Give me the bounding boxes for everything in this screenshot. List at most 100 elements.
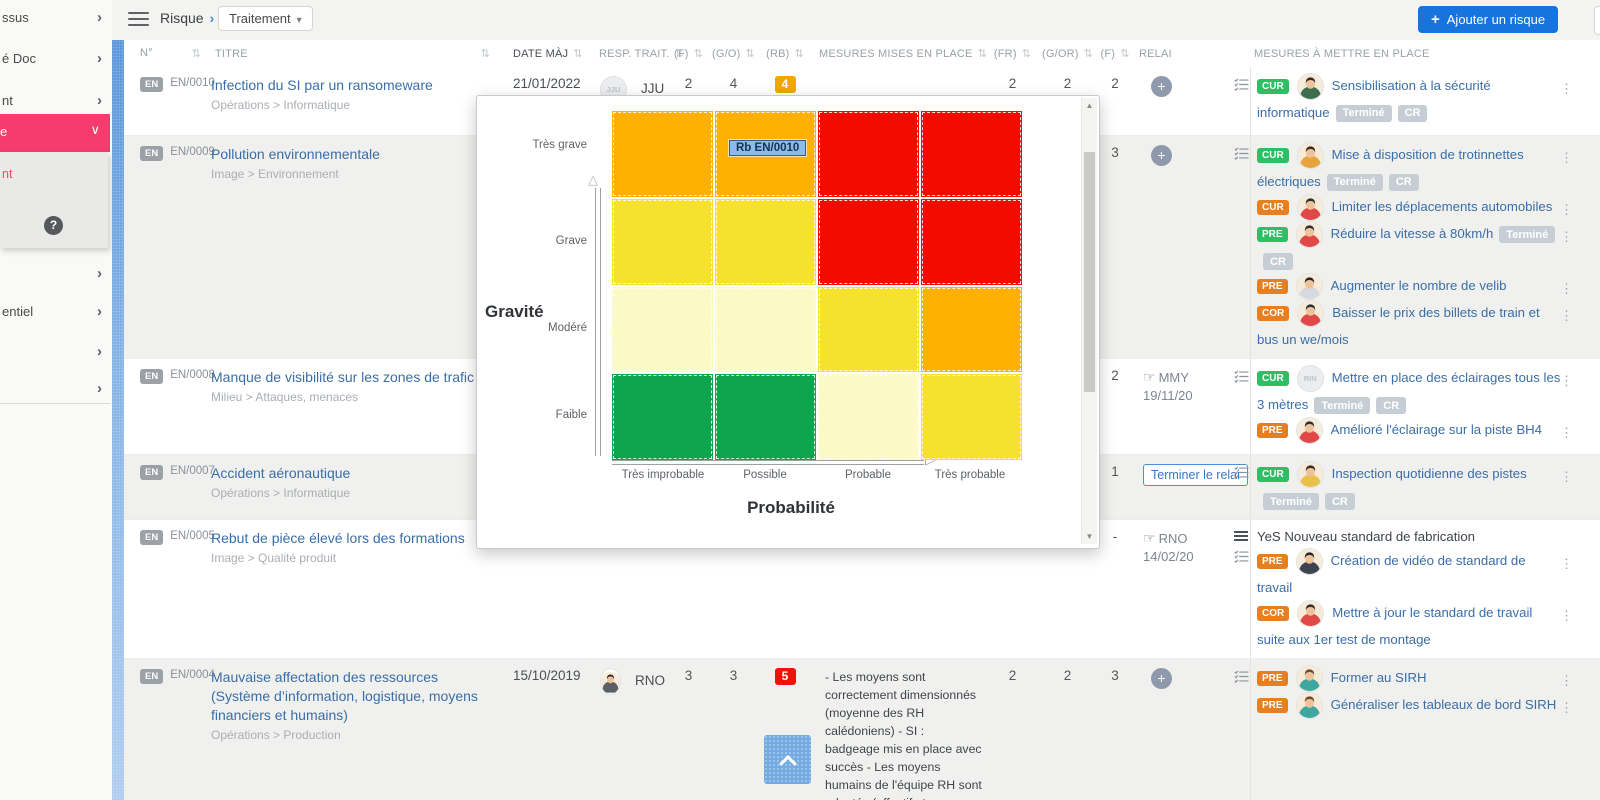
matrix-cell [612,287,713,373]
sidebar-item[interactable]: nt› [0,89,112,113]
sort-icon[interactable]: ⇅ [795,47,804,60]
sidebar-item[interactable]: ssus› [0,6,112,30]
risk-marker-chip[interactable]: Rb EN/0010 [729,140,806,156]
risk-f2-value: - [1095,520,1135,658]
more-options-icon[interactable]: ⋮ [1560,464,1574,489]
measure-status-badge: CR [1389,174,1419,191]
checklist-icon[interactable] [1234,147,1249,160]
popup-scrollbar[interactable]: ▲ ▼ [1081,98,1097,544]
checklist-icon[interactable] [1234,670,1249,683]
more-options-icon[interactable]: ⋮ [1560,303,1574,328]
measure-type-badge: CUR [1257,371,1289,386]
more-options-icon[interactable]: ⋮ [1560,695,1574,720]
sidebar-item-active[interactable]: e∨ [0,114,110,152]
column-header-label: TITRE [215,48,248,60]
column-header-label: MESURES À METTRE EN PLACE [1254,48,1430,60]
sidebar-divider [0,403,110,404]
risk-f2-value: 3 [1095,136,1135,358]
measure-link[interactable]: Inspection quotidienne des pistes [1332,466,1527,481]
more-options-icon[interactable]: ⋮ [1560,224,1574,249]
scroll-to-top-button[interactable] [764,735,811,784]
scrollbar-thumb[interactable] [1084,152,1095,392]
measure-link[interactable]: Généraliser les tableaux de bord SIRH [1331,697,1557,712]
checklist-icon[interactable] [1234,550,1249,563]
measure-link[interactable]: Amélioré l'éclairage sur la piste BH4 [1331,422,1542,437]
more-options-icon[interactable]: ⋮ [1560,197,1574,222]
more-options-icon[interactable]: ⋮ [1560,76,1574,101]
add-risk-label: Ajouter un risque [1447,12,1545,27]
scroll-up-arrow-icon[interactable]: ▲ [1082,101,1097,110]
risk-type-badge: EN [140,77,163,92]
risk-title-link[interactable]: Pollution environnementale [211,145,496,164]
column-header: DATE MÀJ⇅ [500,47,595,60]
sidebar-item[interactable]: › [0,262,112,286]
sidebar-item[interactable]: é Doc› [0,47,112,71]
breadcrumb-root[interactable]: Risque [160,10,204,26]
chevron-right-icon: › [97,89,102,113]
add-relai-button[interactable]: + [1151,76,1172,97]
measure-link[interactable]: Limiter les déplacements automobiles [1332,199,1553,214]
scroll-down-arrow-icon[interactable]: ▼ [1082,532,1097,541]
add-risk-button[interactable]: +Ajouter un risque [1418,6,1558,33]
more-options-icon[interactable]: ⋮ [1560,551,1574,576]
view-dropdown[interactable]: Traitement▾ [218,6,313,31]
more-options-icon[interactable]: ⋮ [1560,276,1574,301]
sidebar-item[interactable]: › [0,377,112,401]
measure-link[interactable]: Réduire la vitesse à 80km/h [1331,226,1494,241]
risk-title-link[interactable]: Manque de visibilité sur les zones de tr… [211,368,496,387]
sort-icon[interactable]: ⇅ [192,47,201,60]
measure-item: PREFormer au SIRH⋮ [1257,665,1574,692]
measure-item: CORBaisser le prix des billets de train … [1257,300,1574,352]
more-options-icon[interactable]: ⋮ [1560,145,1574,170]
column-header-label: (F) [674,48,689,60]
list-icon[interactable] [1234,531,1248,541]
risk-code: EN/0009 [170,145,215,160]
avatar: RIN [1297,365,1324,392]
sidebar-submenu-panel: nt? [0,152,108,248]
measures-to-implement-cell: CURSensibilisation à la sécurité informa… [1250,67,1600,135]
sort-icon[interactable]: ⇅ [694,47,703,60]
checklist-icon[interactable] [1234,78,1249,91]
partial-edge-button[interactable] [1594,6,1600,35]
help-icon[interactable]: ? [44,216,63,235]
more-options-icon[interactable]: ⋮ [1560,420,1574,445]
risk-title-link[interactable]: Accident aéronautique [211,464,496,483]
sidebar-item[interactable]: entiel› [0,300,112,324]
checklist-icon[interactable] [1234,466,1249,479]
add-relai-button[interactable]: + [1151,668,1172,689]
measure-link[interactable]: Augmenter le nombre de velib [1331,278,1507,293]
sort-icon[interactable]: ⇅ [1022,47,1031,60]
risk-title-link[interactable]: Rebut de pièce élevé lors des formations [211,529,496,548]
column-header: (RB)⇅ [755,47,815,60]
measure-link[interactable]: Former au SIRH [1331,670,1427,685]
more-options-icon[interactable]: ⋮ [1560,603,1574,628]
sort-icon[interactable]: ⇅ [1120,47,1129,60]
row-icons-cell [1232,136,1250,358]
checklist-icon[interactable] [1234,370,1249,383]
relai-date: 14/02/20 [1143,548,1232,566]
row-icons-cell [1232,520,1250,658]
risk-go-value: 3 [712,659,755,800]
table-row[interactable]: ENEN/0004Mauvaise affectation des ressou… [124,659,1600,800]
add-relai-button[interactable]: + [1151,145,1172,166]
more-options-icon[interactable]: ⋮ [1560,368,1574,393]
submenu-item[interactable]: nt [2,167,12,181]
sidebar-resize-bar[interactable] [112,40,124,800]
sidebar-active-label: e [0,124,7,139]
sort-icon[interactable]: ⇅ [481,47,490,60]
risk-title-link[interactable]: Infection du SI par un ransomeware [211,76,496,95]
matrix-cell [921,199,1022,285]
column-header: MESURES MISES EN PLACE⇅ [815,47,985,60]
relai-cell: ☞MMY19/11/20 [1135,359,1232,454]
measures-to-implement-cell: CURRINMettre en place des éclairages tou… [1250,359,1600,454]
risk-title-link[interactable]: Mauvaise affectation des ressources (Sys… [211,668,496,725]
sort-icon[interactable]: ⇅ [746,47,755,60]
hamburger-menu-icon[interactable] [128,12,149,27]
sidebar-item[interactable]: › [0,340,112,364]
measure-item: CURSensibilisation à la sécurité informa… [1257,73,1574,125]
risk-code: EN/0010 [170,76,215,91]
sort-icon[interactable]: ⇅ [573,47,582,60]
more-options-icon[interactable]: ⋮ [1560,668,1574,693]
sidebar-item-label: ssus [2,10,29,25]
sort-icon[interactable]: ⇅ [1084,47,1093,60]
